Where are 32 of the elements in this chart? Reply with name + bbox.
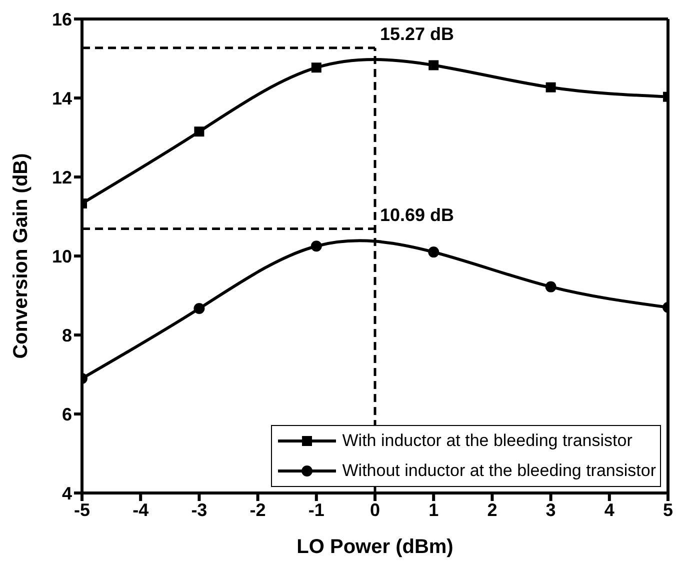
- point: [194, 303, 205, 314]
- legend-label: With inductor at the bleeding transistor: [342, 430, 632, 452]
- x-tick-label: 5: [662, 500, 674, 520]
- x-tick-label: 4: [604, 500, 614, 520]
- point: [194, 126, 204, 137]
- y-tick-label: 12: [52, 167, 72, 188]
- x-tick-label: -5: [74, 500, 90, 520]
- y-axis-title: Conversion Gain (dB): [10, 153, 32, 359]
- point: [545, 281, 556, 292]
- x-tick-label: -4: [132, 500, 149, 520]
- ref-line-label: 15.27 dB: [380, 24, 454, 44]
- point: [428, 246, 440, 258]
- x-tick-label: 0: [370, 500, 380, 520]
- y-tick-label: 14: [52, 88, 72, 108]
- x-tick-label: 3: [546, 500, 556, 520]
- point: [310, 240, 322, 252]
- y-tick-label: 4: [62, 483, 72, 504]
- x-tick-label: -1: [308, 500, 324, 520]
- y-tick-label: 8: [62, 325, 72, 346]
- x-tick-label: -2: [250, 500, 266, 520]
- legend-label: Without inductor at the bleeding transistor: [342, 460, 656, 482]
- y-tick-label: 16: [52, 9, 72, 30]
- x-axis-title: LO Power (dBm): [296, 536, 454, 558]
- x-tick-label: -3: [191, 500, 208, 520]
- point: [311, 62, 322, 73]
- point: [428, 60, 439, 70]
- point: [546, 82, 556, 92]
- y-tick-label: 10: [52, 246, 72, 266]
- y-tick-label: 6: [62, 404, 72, 424]
- ref-line-label: 10.69 dB: [380, 205, 454, 226]
- x-tick-label: 2: [487, 500, 498, 520]
- x-tick-label: 1: [428, 500, 439, 520]
